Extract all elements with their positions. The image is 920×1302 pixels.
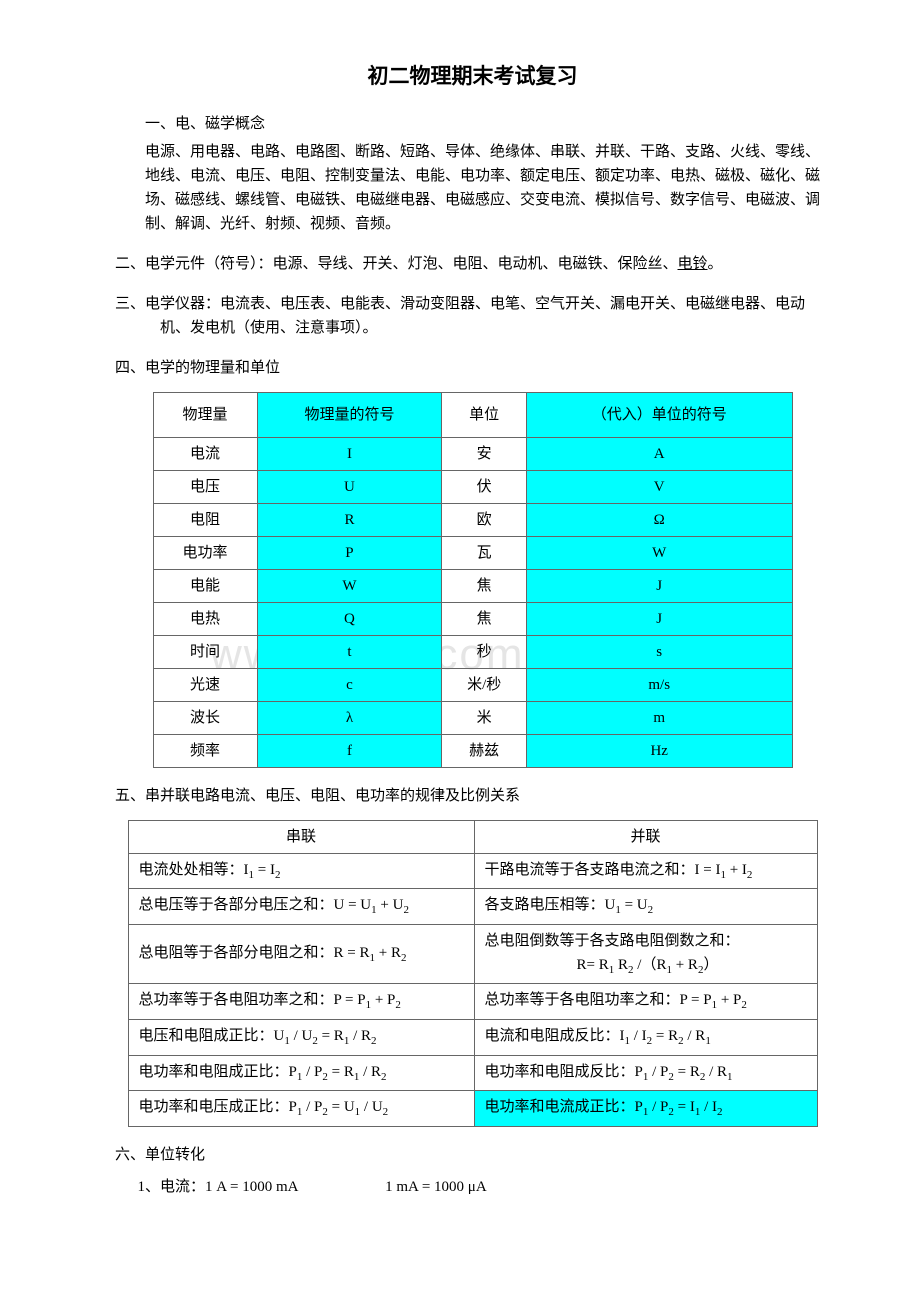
table-cell: f — [257, 734, 442, 767]
table-cell: U — [257, 470, 442, 503]
table-cell: s — [526, 635, 792, 668]
section-3: 三、电学仪器：电流表、电压表、电能表、滑动变阻器、电笔、空气开关、漏电开关、电磁… — [115, 292, 830, 340]
table-cell: 米 — [442, 701, 527, 734]
table-row: 电功率和电压成正比：P1 / P2 = U1 / U2电功率和电流成正比：P1 … — [128, 1091, 817, 1127]
table-header: （代入）单位的符号 — [526, 392, 792, 437]
table-row: 电功率P瓦W — [153, 536, 792, 569]
section-2-underlined: 电铃 — [678, 256, 708, 272]
table-cell: 总功率等于各电阻功率之和：P = P1 + P2 — [474, 984, 817, 1020]
table-cell: 电压和电阻成正比：U1 / U2 = R1 / R2 — [128, 1019, 474, 1055]
table-cell: 电功率和电阻成正比：P1 / P2 = R1 / R2 — [128, 1055, 474, 1091]
table-header-row: 串联 并联 — [128, 820, 817, 853]
table-cell: t — [257, 635, 442, 668]
table-cell: J — [526, 569, 792, 602]
table-cell: 电流和电阻成反比：I1 / I2 = R2 / R1 — [474, 1019, 817, 1055]
section-5-heading: 五、串并联电路电流、电压、电阻、电功率的规律及比例关系 — [115, 784, 830, 808]
table-cell: 焦 — [442, 602, 527, 635]
table-row: 时间t秒s — [153, 635, 792, 668]
table-cell: 瓦 — [442, 536, 527, 569]
table-cell: 总电阻等于各部分电阻之和：R = R1 + R2 — [128, 924, 474, 984]
table-header: 串联 — [128, 820, 474, 853]
table-cell: 电功率和电流成正比：P1 / P2 = I1 / I2 — [474, 1091, 817, 1127]
table-row: 光速c米/秒m/s — [153, 668, 792, 701]
table-header: 物理量的符号 — [257, 392, 442, 437]
table-cell: 电压 — [153, 470, 257, 503]
table-row: 电阻R欧Ω — [153, 503, 792, 536]
table-cell: m — [526, 701, 792, 734]
table-cell: m/s — [526, 668, 792, 701]
section-1-heading: 一、电、磁学概念 — [115, 112, 830, 136]
table-cell: 电流处处相等：I1 = I2 — [128, 853, 474, 889]
table-cell: Q — [257, 602, 442, 635]
table-cell: 总电压等于各部分电压之和：U = U1 + U2 — [128, 889, 474, 925]
table-cell: 电阻 — [153, 503, 257, 536]
table-cell: 伏 — [442, 470, 527, 503]
table-cell: 安 — [442, 437, 527, 470]
table-cell: R — [257, 503, 442, 536]
table-cell: 米/秒 — [442, 668, 527, 701]
section-6-line: 1、电流：1 A = 1000 mA 1 mA = 1000 μA — [115, 1175, 830, 1199]
table-cell: V — [526, 470, 792, 503]
table-cell: W — [526, 536, 792, 569]
table-cell: W — [257, 569, 442, 602]
table-cell: Ω — [526, 503, 792, 536]
unit-current-a: 1、电流：1 A = 1000 mA — [138, 1179, 298, 1195]
table-row: 电功率和电阻成正比：P1 / P2 = R1 / R2电功率和电阻成反比：P1 … — [128, 1055, 817, 1091]
unit-current-b: 1 mA = 1000 μA — [385, 1179, 487, 1195]
section-2: 二、电学元件（符号）：电源、导线、开关、灯泡、电阻、电动机、电磁铁、保险丝、电铃… — [115, 252, 830, 276]
table-cell: 电功率和电压成正比：P1 / P2 = U1 / U2 — [128, 1091, 474, 1127]
table-cell: 电能 — [153, 569, 257, 602]
table-header-row: 物理量 物理量的符号 单位 （代入）单位的符号 — [153, 392, 792, 437]
section-2-suffix: 。 — [708, 256, 723, 272]
table-cell: 总功率等于各电阻功率之和：P = P1 + P2 — [128, 984, 474, 1020]
table-cell: J — [526, 602, 792, 635]
table-header: 并联 — [474, 820, 817, 853]
table-row: 电压和电阻成正比：U1 / U2 = R1 / R2电流和电阻成反比：I1 / … — [128, 1019, 817, 1055]
section-4-heading: 四、电学的物理量和单位 — [115, 356, 830, 380]
table-cell: 干路电流等于各支路电流之和：I = I1 + I2 — [474, 853, 817, 889]
table-row: 电热Q焦J — [153, 602, 792, 635]
table-cell: 光速 — [153, 668, 257, 701]
table-cell: 赫兹 — [442, 734, 527, 767]
table-row: 电流处处相等：I1 = I2干路电流等于各支路电流之和：I = I1 + I2 — [128, 853, 817, 889]
table-row: 总电压等于各部分电压之和：U = U1 + U2各支路电压相等：U1 = U2 — [128, 889, 817, 925]
table-cell: 各支路电压相等：U1 = U2 — [474, 889, 817, 925]
table-cell: 电流 — [153, 437, 257, 470]
table-row: 总功率等于各电阻功率之和：P = P1 + P2总功率等于各电阻功率之和：P =… — [128, 984, 817, 1020]
series-parallel-table: 串联 并联 电流处处相等：I1 = I2干路电流等于各支路电流之和：I = I1… — [128, 820, 818, 1127]
table-cell: 频率 — [153, 734, 257, 767]
table-header: 单位 — [442, 392, 527, 437]
page-content: 初二物理期末考试复习 一、电、磁学概念 电源、用电器、电路、电路图、断路、短路、… — [115, 60, 830, 1199]
table-cell: 电热 — [153, 602, 257, 635]
table-row: 波长λ米m — [153, 701, 792, 734]
table-cell: I — [257, 437, 442, 470]
table-cell: 电功率和电阻成反比：P1 / P2 = R2 / R1 — [474, 1055, 817, 1091]
table-row: 电能W焦J — [153, 569, 792, 602]
table-cell: 总电阻倒数等于各支路电阻倒数之和：R= R1 R2 /（R1 + R2） — [474, 924, 817, 984]
table-cell: 电功率 — [153, 536, 257, 569]
section-6-heading: 六、单位转化 — [115, 1143, 830, 1167]
table-cell: P — [257, 536, 442, 569]
table-cell: c — [257, 668, 442, 701]
table-cell: 时间 — [153, 635, 257, 668]
table-row: 频率f赫兹Hz — [153, 734, 792, 767]
table-cell: 波长 — [153, 701, 257, 734]
table-header: 物理量 — [153, 392, 257, 437]
physical-quantity-table: 物理量 物理量的符号 单位 （代入）单位的符号 电流I安A电压U伏V电阻R欧Ω电… — [153, 392, 793, 768]
table-cell: λ — [257, 701, 442, 734]
table-cell: 焦 — [442, 569, 527, 602]
table-row: 电压U伏V — [153, 470, 792, 503]
table-cell: A — [526, 437, 792, 470]
table-cell: 秒 — [442, 635, 527, 668]
table-cell: 欧 — [442, 503, 527, 536]
table-cell: Hz — [526, 734, 792, 767]
section-2-prefix: 二、电学元件（符号）：电源、导线、开关、灯泡、电阻、电动机、电磁铁、保险丝、 — [115, 256, 678, 272]
section-1-body: 电源、用电器、电路、电路图、断路、短路、导体、绝缘体、串联、并联、干路、支路、火… — [115, 140, 830, 236]
table-row: 总电阻等于各部分电阻之和：R = R1 + R2总电阻倒数等于各支路电阻倒数之和… — [128, 924, 817, 984]
table-row: 电流I安A — [153, 437, 792, 470]
page-title: 初二物理期末考试复习 — [115, 60, 830, 94]
